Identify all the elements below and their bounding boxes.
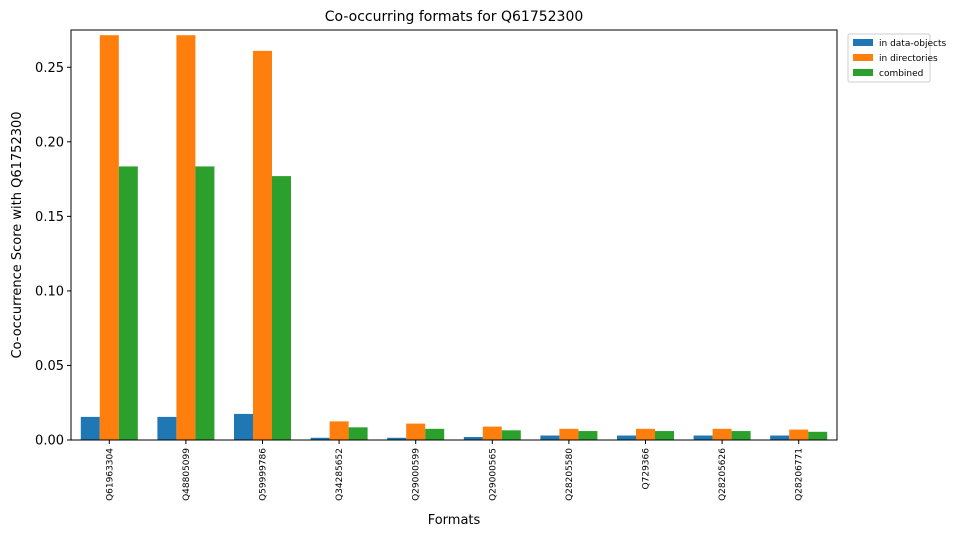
bar-in-data-objects-Q48805099 — [157, 416, 177, 440]
y-tick-label: 0.25 — [35, 61, 64, 76]
legend-swatch — [853, 69, 873, 76]
plot-area — [80, 35, 828, 441]
bar-combined-Q29000565 — [501, 430, 521, 440]
x-tick-label: Q59999786 — [259, 448, 269, 501]
bar-combined-Q29000599 — [425, 428, 445, 440]
x-tick-label: Q28205626 — [718, 448, 728, 501]
x-axis-label: Formats — [428, 513, 481, 528]
x-tick-label: Q61963304 — [105, 448, 115, 501]
legend-swatch — [853, 39, 873, 46]
bar-combined-Q61963304 — [118, 166, 138, 440]
bar-in-data-objects-Q61963304 — [80, 416, 100, 440]
y-tick-label: 0.10 — [35, 284, 64, 299]
legend-label: combined — [879, 69, 923, 79]
bar-combined-Q34285652 — [348, 427, 368, 440]
x-tick-label: Q28205580 — [565, 448, 575, 501]
x-tick-label: Q29000565 — [488, 448, 498, 501]
y-tick-label: 0.20 — [35, 135, 64, 150]
bar-combined-Q59999786 — [272, 176, 291, 441]
bar-in-data-objects-Q59999786 — [234, 413, 253, 440]
plot-frame — [70, 29, 838, 441]
bar-combined-Q28205626 — [731, 431, 751, 440]
bar-in-data-objects-Q29000565 — [463, 437, 483, 440]
bar-in-directories-Q729366 — [636, 428, 655, 440]
y-tick-label: 0.15 — [35, 210, 64, 225]
bar-in-directories-Q28205580 — [559, 428, 579, 440]
x-tick-label: Q729366 — [642, 448, 652, 490]
x-tick-label: Q34285652 — [335, 448, 345, 501]
chart-title: Co-occurring formats for Q61752300 — [325, 9, 584, 25]
x-tick-label: Q29000599 — [412, 448, 422, 501]
bar-combined-Q28206771 — [808, 431, 828, 440]
legend: in data-objects in directories combined — [847, 33, 946, 83]
legend-label: in data-objects — [879, 39, 946, 49]
bar-in-directories-Q28205626 — [712, 428, 732, 440]
bar-combined-Q48805099 — [195, 166, 215, 440]
bar-in-data-objects-Q34285652 — [310, 437, 330, 440]
legend-swatch — [853, 54, 873, 61]
y-axis-label: Co-occurrence Score with Q61752300 — [10, 111, 25, 358]
bar-combined-Q28205580 — [578, 431, 598, 440]
bar-in-data-objects-Q29000599 — [387, 437, 407, 440]
bar-in-directories-Q29000565 — [482, 426, 502, 440]
y-tick-label: 0.00 — [35, 434, 64, 449]
y-tick-label: 0.05 — [35, 359, 64, 374]
bar-in-data-objects-Q28205580 — [540, 435, 560, 440]
bar-in-directories-Q34285652 — [329, 421, 349, 440]
bar-in-data-objects-Q28206771 — [770, 435, 790, 440]
x-tick-label: Q28206771 — [795, 448, 805, 501]
bar-combined-Q729366 — [655, 431, 674, 440]
legend-label: in directories — [879, 54, 938, 64]
bar-in-directories-Q59999786 — [253, 50, 272, 440]
bar-in-data-objects-Q28205626 — [693, 435, 713, 440]
bar-in-directories-Q29000599 — [406, 423, 426, 440]
bar-in-directories-Q28206771 — [789, 429, 809, 440]
bar-in-directories-Q48805099 — [176, 35, 196, 441]
x-tick-label: Q48805099 — [182, 448, 192, 501]
bar-in-data-objects-Q729366 — [617, 435, 636, 440]
bar-in-directories-Q61963304 — [99, 35, 119, 441]
